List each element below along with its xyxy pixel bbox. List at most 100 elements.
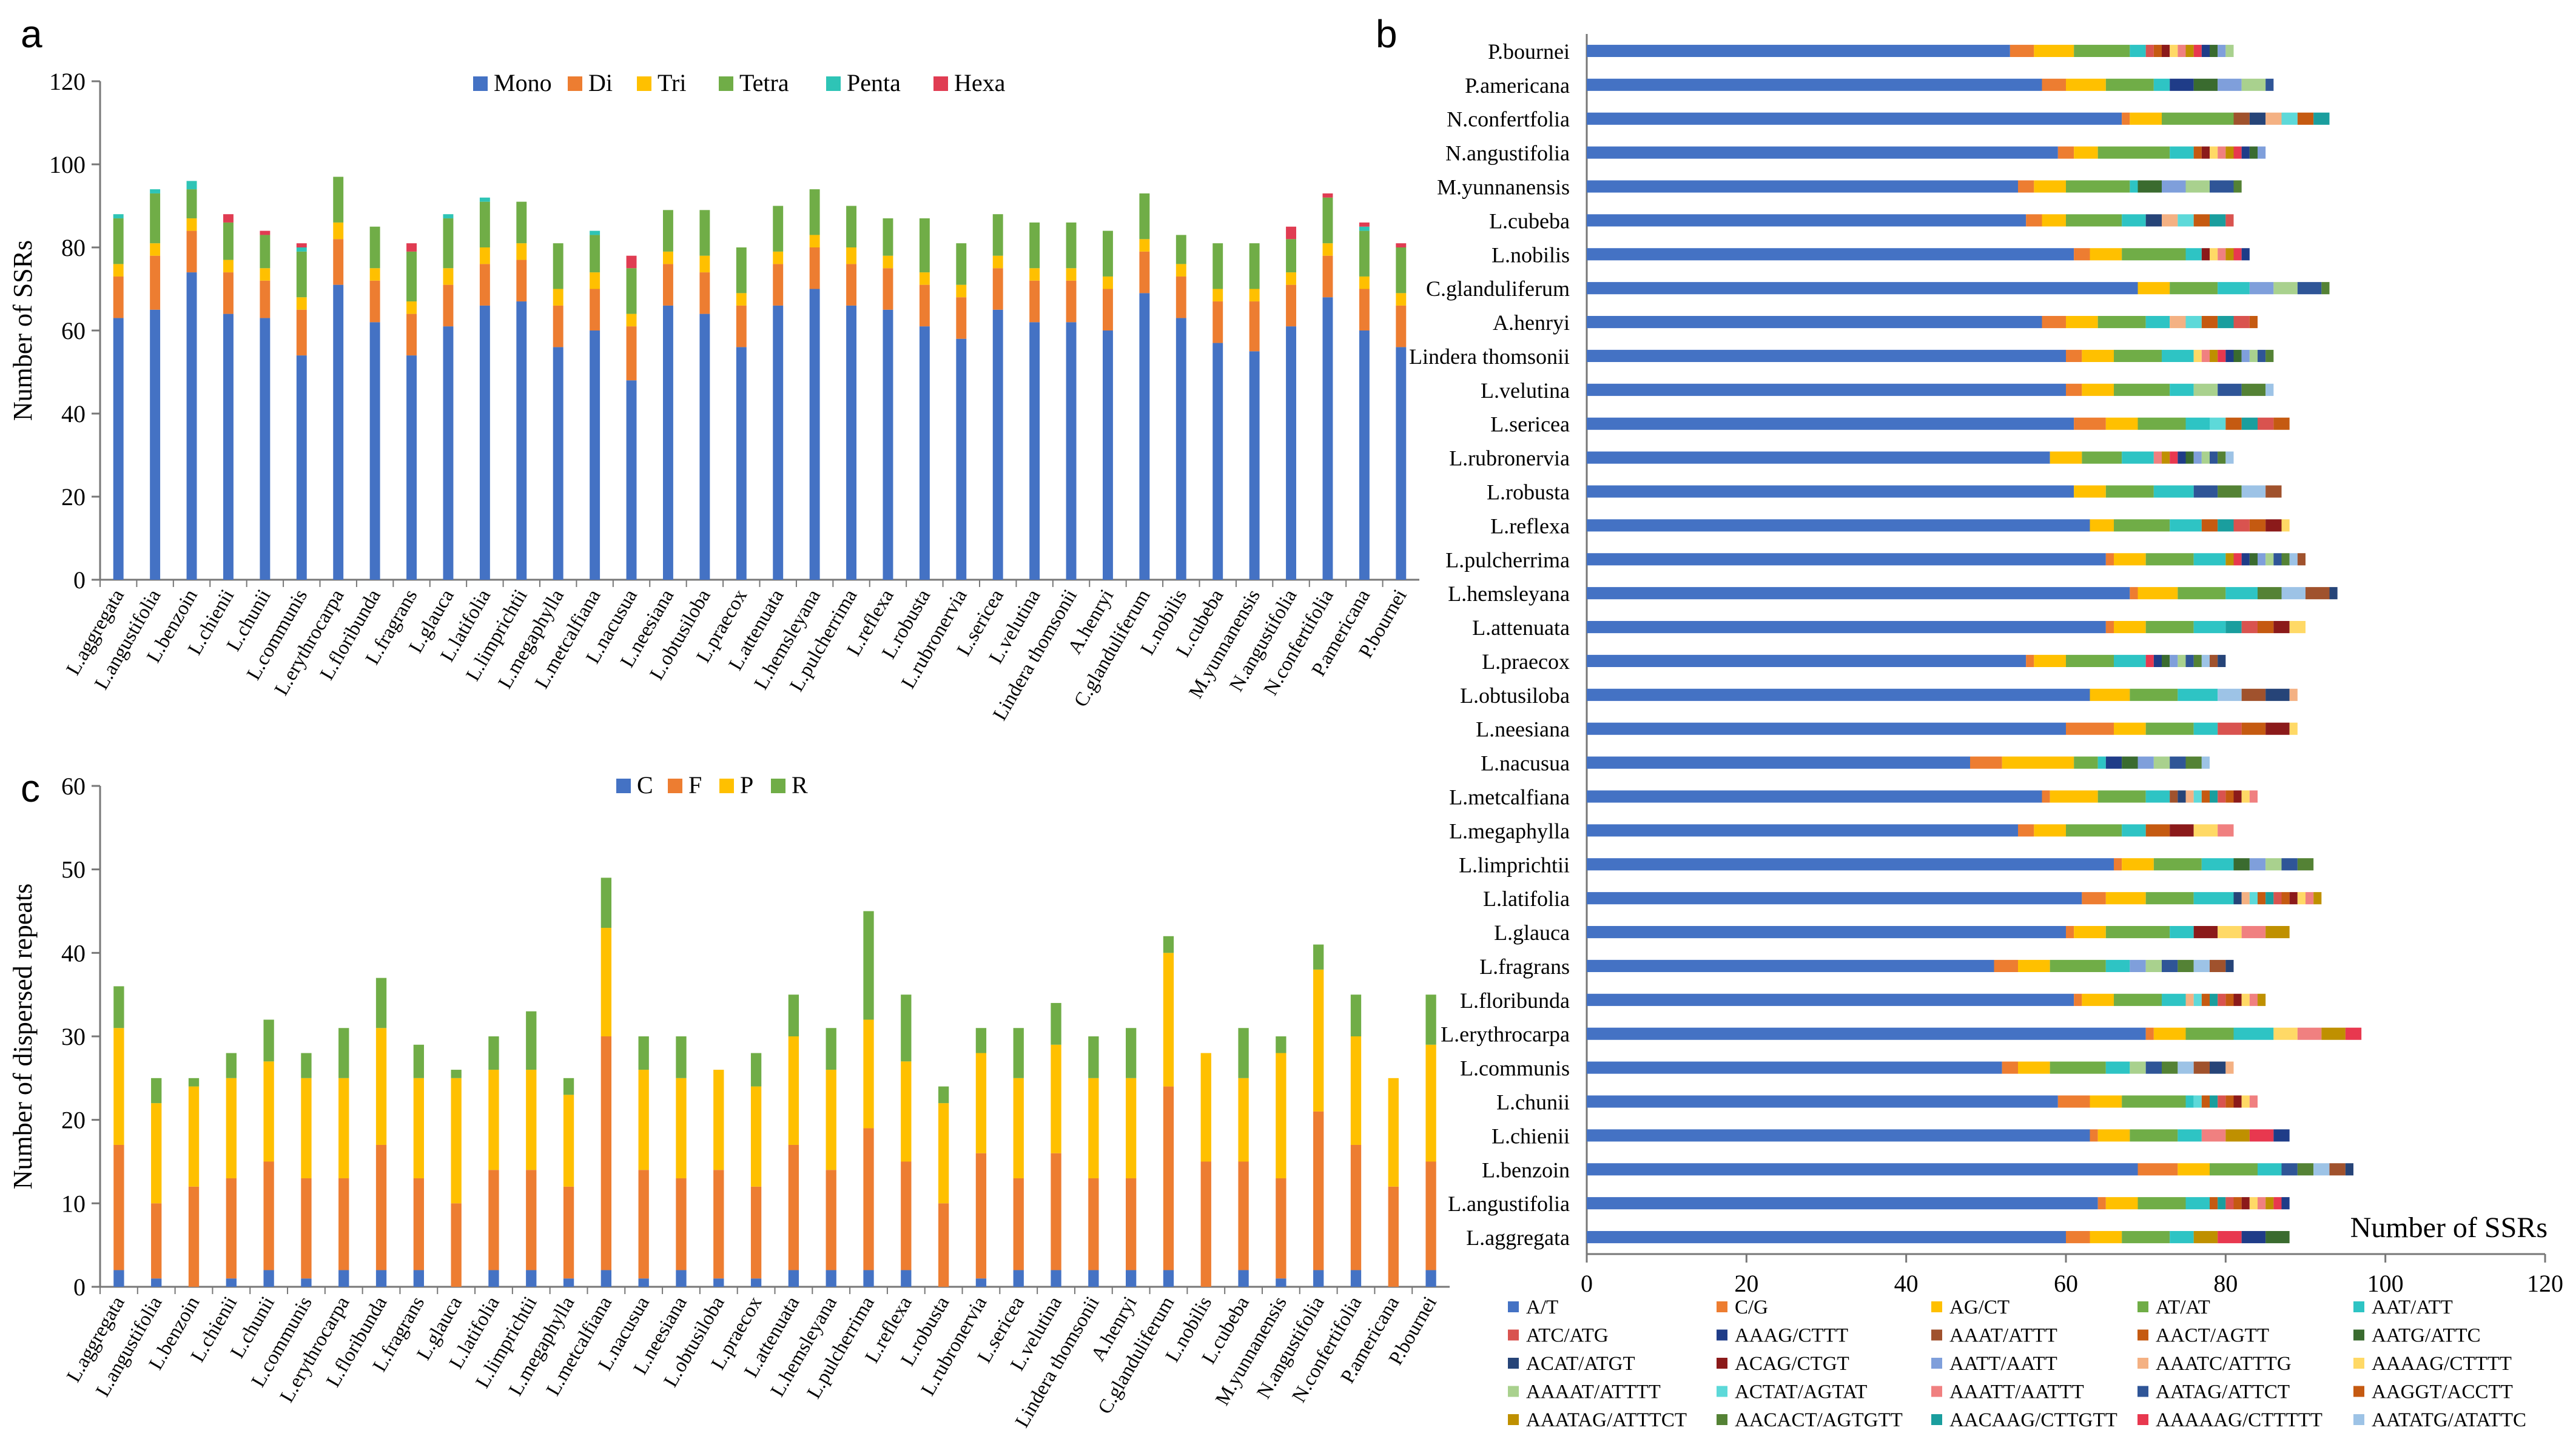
bar-segment-mono (956, 338, 967, 580)
bar-segment-tri (809, 235, 820, 247)
legend-label: Hexa (954, 69, 1006, 96)
bar-segment-other (2122, 756, 2138, 769)
bar-segment-mono (1066, 322, 1077, 580)
bar-segment-tetra (1029, 222, 1040, 269)
legend-swatch (771, 779, 785, 793)
bar-segment-other (2210, 214, 2226, 227)
legend-label: AT/AT (2156, 1297, 2210, 1318)
bar-segment-other (2233, 1197, 2242, 1210)
bar-segment (1587, 892, 2082, 905)
legend-swatch (1931, 1386, 1942, 1397)
bar-segment (1587, 180, 2018, 193)
legend-label: AG/CT (1949, 1297, 2010, 1318)
bar-segment-c (1163, 1270, 1174, 1287)
bar-segment-p (1126, 1078, 1137, 1179)
bar-segment-mono (1286, 326, 1296, 580)
bar-segment (2090, 248, 2122, 261)
bar-segment (2210, 1163, 2258, 1176)
bar-segment (2130, 44, 2146, 58)
bar-segment (2162, 349, 2194, 363)
bar-segment (2066, 315, 2098, 329)
bar-segment-tri (1139, 239, 1150, 252)
legend-label: Penta (847, 69, 901, 96)
bar-segment-tetra (1359, 230, 1370, 277)
bar-segment-di (369, 280, 380, 323)
bar-segment (2170, 519, 2202, 532)
bar-segment-other (2201, 1095, 2210, 1108)
bar-segment-p (638, 1070, 649, 1170)
bar-segment-other (2145, 959, 2162, 973)
bar-segment-r (563, 1078, 574, 1095)
x-tick-label: 20 (1734, 1270, 1758, 1297)
bar-segment-p (188, 1086, 200, 1187)
bar-segment-tetra (406, 251, 417, 302)
bar-segment-r (975, 1028, 987, 1053)
bar-segment-other (2185, 315, 2202, 329)
bar-segment-other (2273, 1197, 2282, 1210)
bar-segment (2122, 214, 2146, 227)
bar-segment-f (1088, 1178, 1099, 1270)
legend-label: AAT/ATT (2372, 1297, 2453, 1318)
bar-segment-tri (296, 297, 307, 310)
bar-segment-tri (919, 272, 930, 285)
bar-segment-other (2297, 1027, 2322, 1040)
bar-segment-c (226, 1278, 237, 1287)
bar-segment-c (975, 1278, 987, 1287)
legend-label: F (688, 771, 702, 799)
bar-segment (1587, 925, 2066, 939)
bar-segment-other (2265, 858, 2282, 871)
bar-segment (2002, 1061, 2018, 1074)
bar-segment-c (488, 1270, 499, 1287)
bar-segment-other (2329, 587, 2338, 600)
bar-segment-di (150, 255, 161, 310)
bar-segment-f (263, 1161, 274, 1270)
bar-segment-c (526, 1270, 537, 1287)
bar-segment (2082, 892, 2106, 905)
bar-segment-c (901, 1270, 912, 1287)
bar-segment-other (2193, 654, 2202, 668)
bar-segment-other (2145, 214, 2162, 227)
legend-swatch (2353, 1358, 2364, 1369)
y-tick-label: 100 (49, 151, 86, 178)
bar-segment (2018, 824, 2034, 837)
bar-segment (2105, 485, 2154, 498)
bar-segment-other (2210, 451, 2218, 464)
y-tick-label: 60 (61, 317, 86, 344)
y-tick-label: 50 (61, 856, 86, 884)
bar-segment-r (188, 1078, 200, 1087)
bar-segment-tetra (846, 206, 856, 247)
bar-segment-other (2193, 993, 2202, 1006)
bar-segment-other (2185, 756, 2202, 769)
bar-segment-c (1088, 1270, 1099, 1287)
bar-segment-r (338, 1028, 349, 1078)
bar-segment (1587, 349, 2066, 363)
bar-segment-other (2210, 790, 2218, 803)
bar-segment (2137, 417, 2186, 430)
x-axis-label: Number of SSRs (2350, 1212, 2548, 1244)
bar-segment-di (846, 264, 856, 306)
bar-segment-mono (223, 314, 234, 580)
bar-segment-r (1163, 936, 1174, 953)
bar-segment-other (2170, 756, 2186, 769)
bar-segment-hexa (1322, 193, 1333, 198)
bar-segment-mono (1396, 347, 1407, 580)
bar-segment-other (2273, 553, 2282, 566)
bar-segment-mono (809, 289, 820, 580)
legend-swatch (2137, 1414, 2148, 1425)
bar-segment-p (226, 1078, 237, 1179)
bar-segment-tri (1286, 272, 1296, 285)
bar-segment-c (1276, 1278, 1286, 1287)
bar-segment-other (2241, 993, 2250, 1006)
bar-segment-p (1051, 1044, 1061, 1153)
legend-swatch (1717, 1329, 1727, 1341)
bar-segment-tri (699, 255, 710, 273)
legend-swatch (2353, 1386, 2364, 1397)
bar-segment-tri (956, 284, 967, 298)
bar-segment-mono (846, 305, 856, 580)
bar-segment-other (2162, 654, 2170, 668)
bar-segment (2137, 1197, 2186, 1210)
bar-segment (2057, 146, 2074, 159)
bar-segment-r (788, 995, 799, 1036)
